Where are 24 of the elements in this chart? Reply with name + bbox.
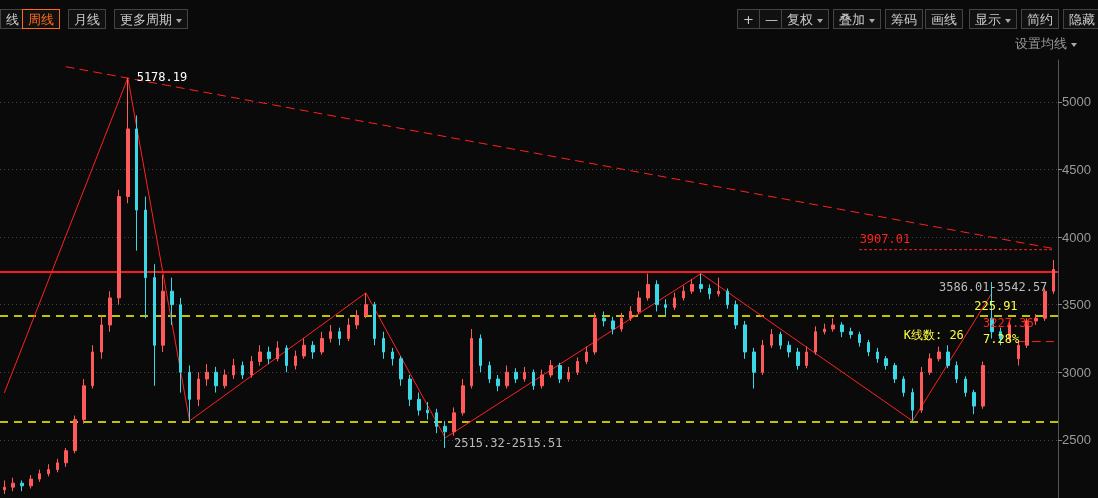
y-tick-label: 3000	[1062, 364, 1091, 380]
text: 周线	[28, 12, 54, 27]
y-tick-label: 5000	[1062, 94, 1091, 110]
y-tick-label: 3500	[1062, 297, 1091, 313]
text: 叠加	[839, 12, 865, 27]
y-tick-label: 4500	[1062, 162, 1091, 177]
text: —	[765, 12, 778, 27]
text: 显示	[975, 12, 1001, 27]
text: 简约	[1027, 12, 1053, 27]
text: 复权	[787, 12, 813, 27]
text: +	[743, 12, 754, 27]
text: 设置均线	[1015, 36, 1067, 51]
text: 更多周期	[120, 12, 172, 27]
annotation: 5178.19	[136, 69, 188, 84]
text: 画线	[931, 12, 957, 27]
text: 筹码	[891, 12, 917, 27]
annotation: 2515.32-2515.51	[454, 435, 563, 450]
y-tick-label: 4000	[1062, 229, 1091, 245]
annotation: 3907.01	[859, 232, 911, 247]
text: 隐藏	[1069, 12, 1095, 27]
text: 线	[6, 12, 19, 27]
annotation: K线数: 26	[903, 327, 964, 342]
text: 月线	[74, 12, 100, 27]
y-tick-label: 2500	[1062, 432, 1091, 448]
